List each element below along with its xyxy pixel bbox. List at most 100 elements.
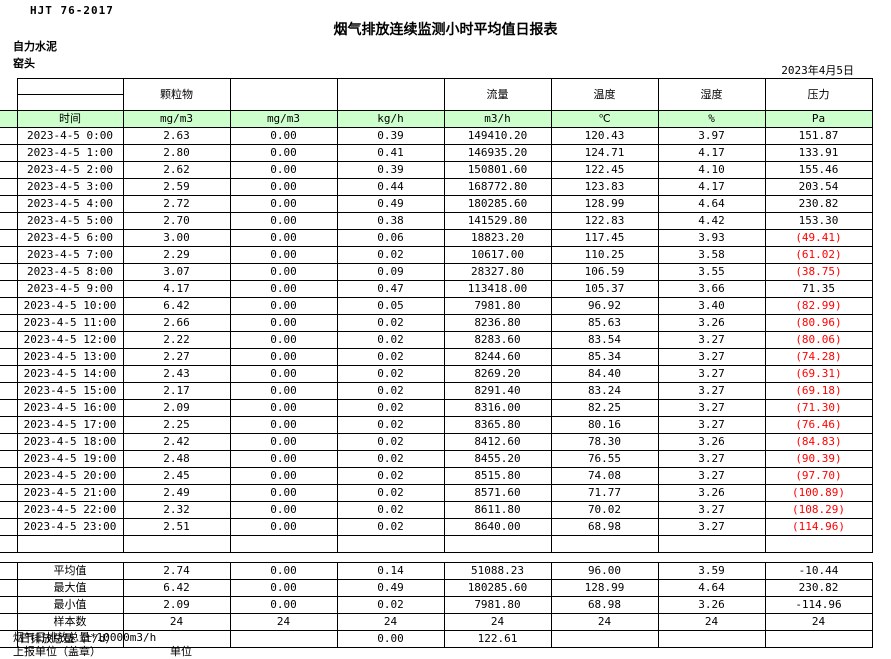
summary-label-cell: 日排放总量（t/d）: [16, 630, 124, 648]
value-cell: 8316.00: [443, 399, 552, 417]
spacer-cell: [551, 553, 658, 563]
summary-value-cell: 0.00: [229, 562, 338, 580]
summary-value-cell: 24: [229, 613, 338, 631]
value-cell: 3.27: [657, 467, 766, 485]
value-cell: 0.00: [229, 297, 338, 315]
value-cell: 8515.80: [443, 467, 552, 485]
value-cell: 0.09: [336, 263, 445, 281]
gutter-cell: [0, 297, 18, 315]
gutter-cell: [0, 416, 18, 434]
value-cell: 3.27: [657, 331, 766, 349]
value-cell: 28327.80: [443, 263, 552, 281]
empty-cell: [443, 535, 552, 553]
time-cell: 2023-4-5 22:00: [16, 501, 124, 519]
value-cell: 0.41: [336, 144, 445, 162]
value-cell: (38.75): [764, 263, 873, 281]
empty-cell: [336, 535, 445, 553]
value-cell: 3.27: [657, 365, 766, 383]
empty-cell: [229, 535, 338, 553]
gutter-cell: [0, 518, 18, 536]
value-cell: 85.63: [550, 314, 659, 332]
summary-value-cell: 24: [657, 613, 766, 631]
value-cell: 117.45: [550, 229, 659, 247]
value-cell: 2.70: [122, 212, 231, 230]
value-cell: 3.07: [122, 263, 231, 281]
value-cell: 155.46: [764, 161, 873, 179]
gutter-cell: [0, 212, 18, 230]
value-cell: (76.46): [764, 416, 873, 434]
value-cell: 4.17: [657, 144, 766, 162]
report-date: 2023年4月5日: [781, 64, 854, 77]
value-cell: 0.02: [336, 246, 445, 264]
value-cell: (84.83): [764, 433, 873, 451]
gutter-cell: [0, 331, 18, 349]
standard-code: HJT 76-2017: [30, 4, 114, 17]
summary-value-cell: 0.02: [336, 596, 445, 614]
value-cell: 146935.20: [443, 144, 552, 162]
value-cell: 8269.20: [443, 365, 552, 383]
value-cell: 71.77: [550, 484, 659, 502]
time-cell: 2023-4-5 1:00: [16, 144, 124, 162]
value-cell: (80.96): [764, 314, 873, 332]
value-cell: 151.87: [764, 127, 873, 145]
value-cell: 0.44: [336, 178, 445, 196]
value-cell: 2.43: [122, 365, 231, 383]
value-cell: 0.38: [336, 212, 445, 230]
param-header-cell: [336, 78, 445, 111]
gutter-cell: [0, 161, 18, 179]
value-cell: 133.91: [764, 144, 873, 162]
table-row: 2023-4-5 5:00 2.70 0.00 0.38 141529.80 122.83…: [0, 212, 873, 230]
value-cell: 180285.60: [443, 195, 552, 213]
value-cell: 8611.80: [443, 501, 552, 519]
value-cell: 0.00: [229, 484, 338, 502]
value-cell: 2.72: [122, 195, 231, 213]
summary-value-cell: -10.44: [764, 562, 873, 580]
value-cell: 3.97: [657, 127, 766, 145]
value-cell: (114.96): [764, 518, 873, 536]
summary-row: 最大值 6.42 0.00 0.49 180285.60 128.99 4.64 230.82: [0, 579, 873, 597]
value-cell: 2.48: [122, 450, 231, 468]
gutter-cell: [0, 450, 18, 468]
empty-cell: [122, 535, 231, 553]
value-cell: 0.00: [229, 467, 338, 485]
gutter-cell: [0, 613, 18, 631]
value-cell: 2.32: [122, 501, 231, 519]
table-row: 2023-4-5 3:00 2.59 0.00 0.44 168772.80 123.83…: [0, 178, 873, 196]
value-cell: (90.39): [764, 450, 873, 468]
value-cell: 3.26: [657, 314, 766, 332]
value-cell: 4.10: [657, 161, 766, 179]
value-cell: 3.27: [657, 416, 766, 434]
value-cell: 2.42: [122, 433, 231, 451]
summary-value-cell: 68.98: [550, 596, 659, 614]
table-row: 2023-4-5 13:00 2.27 0.00 0.02 8244.60 85.34 3.…: [0, 348, 873, 366]
summary-value-cell: 122.61: [443, 630, 552, 648]
value-cell: 230.82: [764, 195, 873, 213]
gutter-cell: [0, 348, 18, 366]
gutter-cell: [0, 399, 18, 417]
value-cell: 0.00: [229, 518, 338, 536]
gutter-cell: [0, 79, 17, 111]
unit-header-row: 时间 mg/m3 mg/m3 kg/h m3/h ℃ % Pa: [0, 110, 873, 128]
value-cell: 0.06: [336, 229, 445, 247]
value-cell: 0.00: [229, 280, 338, 298]
time-cell: 2023-4-5 3:00: [16, 178, 124, 196]
value-cell: 128.99: [550, 195, 659, 213]
value-cell: 74.08: [550, 467, 659, 485]
value-cell: 4.64: [657, 195, 766, 213]
gutter-cell: [0, 365, 18, 383]
value-cell: (82.99): [764, 297, 873, 315]
value-cell: 3.27: [657, 501, 766, 519]
value-cell: 2.45: [122, 467, 231, 485]
param-header-cell: 湿度: [657, 78, 766, 111]
table-row: 2023-4-5 6:00 3.00 0.00 0.06 18823.20 117.45 3…: [0, 229, 873, 247]
value-cell: 4.17: [122, 280, 231, 298]
empty-cell: [764, 535, 873, 553]
value-cell: 122.83: [550, 212, 659, 230]
spacer-cell: [444, 553, 551, 563]
time-cell: 2023-4-5 14:00: [16, 365, 124, 383]
value-cell: 3.27: [657, 518, 766, 536]
gutter-cell: [0, 382, 18, 400]
value-cell: 8283.60: [443, 331, 552, 349]
spacer-cell: [0, 553, 17, 563]
value-cell: 2.17: [122, 382, 231, 400]
